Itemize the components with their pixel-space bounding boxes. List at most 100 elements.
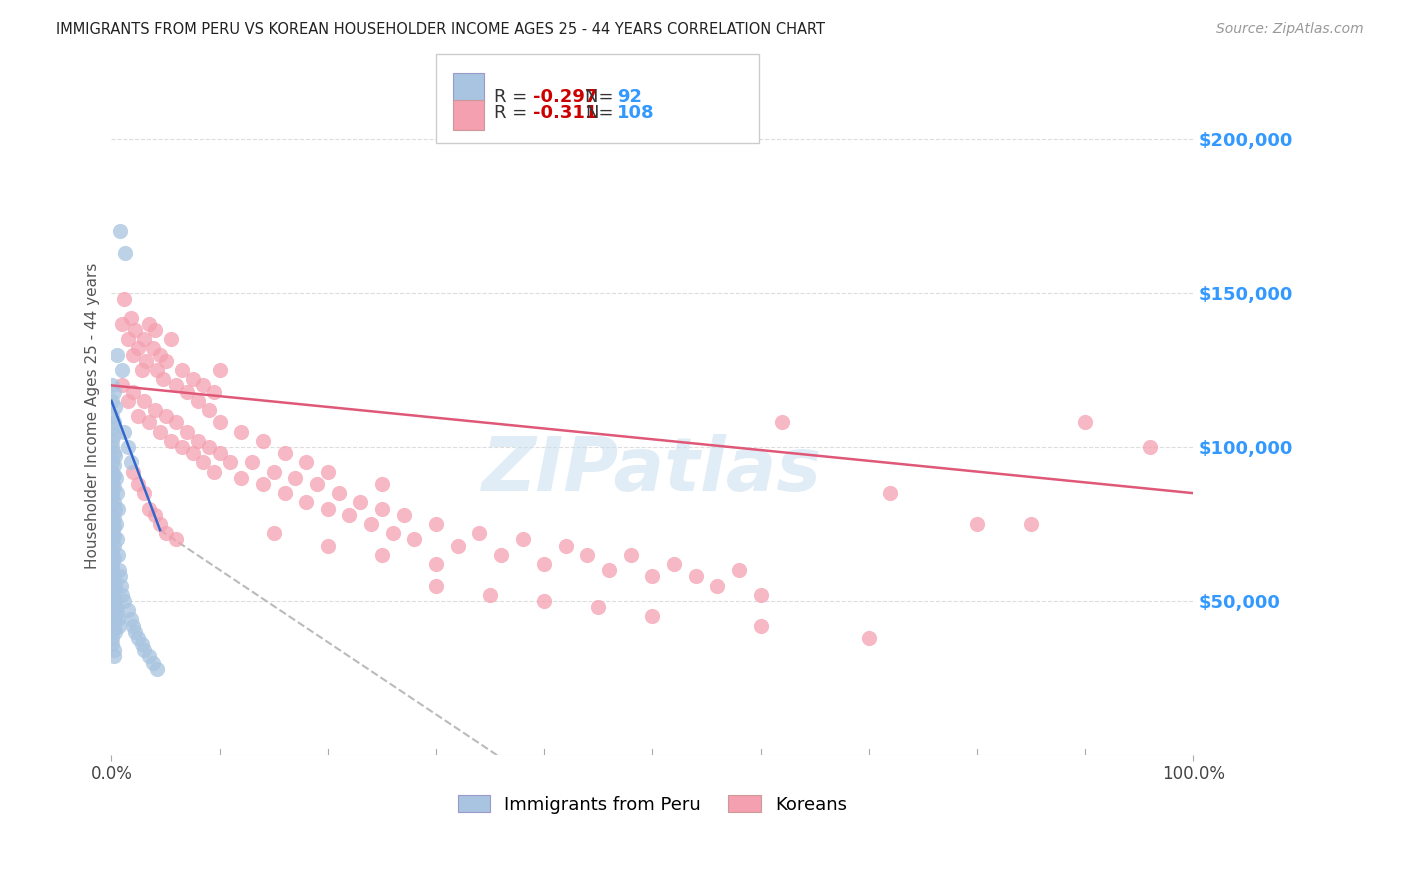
Point xyxy=(576,548,599,562)
Point xyxy=(202,465,225,479)
Point xyxy=(127,409,149,424)
Point xyxy=(103,600,125,615)
Point xyxy=(103,582,125,596)
Point xyxy=(101,421,124,435)
Point xyxy=(143,508,166,522)
Point xyxy=(858,631,880,645)
Point xyxy=(103,510,125,524)
Point xyxy=(101,578,124,592)
Text: N=: N= xyxy=(585,88,619,106)
Point xyxy=(101,499,124,513)
Point xyxy=(197,440,219,454)
Point xyxy=(554,539,576,553)
Point xyxy=(127,342,149,356)
Point xyxy=(104,449,127,463)
Point xyxy=(371,477,394,491)
Point xyxy=(770,415,793,429)
Point xyxy=(208,446,231,460)
Point xyxy=(101,541,124,556)
Text: 92: 92 xyxy=(617,88,643,106)
Point xyxy=(101,526,124,541)
Point xyxy=(240,455,263,469)
Point xyxy=(533,557,555,571)
Point xyxy=(170,363,193,377)
Point xyxy=(598,563,620,577)
Point xyxy=(103,539,125,553)
Point xyxy=(155,353,177,368)
Point xyxy=(117,440,139,454)
Point xyxy=(117,332,139,346)
Point xyxy=(1019,516,1042,531)
Point xyxy=(103,446,125,460)
Point xyxy=(127,631,149,645)
Point xyxy=(187,393,209,408)
Point xyxy=(101,563,124,577)
Point xyxy=(103,649,125,664)
Point xyxy=(155,526,177,541)
Point xyxy=(165,533,187,547)
Point xyxy=(101,477,124,491)
Point xyxy=(103,467,125,482)
Point xyxy=(103,415,125,429)
Point xyxy=(181,372,204,386)
Point xyxy=(114,246,136,260)
Point xyxy=(101,378,124,392)
Point xyxy=(104,471,127,485)
Point xyxy=(219,455,242,469)
Text: N=: N= xyxy=(585,104,613,122)
Point xyxy=(273,446,295,460)
Point xyxy=(316,501,339,516)
Point xyxy=(143,323,166,337)
Point xyxy=(108,618,131,632)
Point xyxy=(425,516,447,531)
Point xyxy=(231,425,253,439)
Point xyxy=(479,588,502,602)
Point xyxy=(231,471,253,485)
Point xyxy=(101,588,124,602)
Point xyxy=(103,529,125,543)
Y-axis label: Householder Income Ages 25 - 44 years: Householder Income Ages 25 - 44 years xyxy=(86,263,100,569)
Point xyxy=(131,637,153,651)
Point xyxy=(263,465,285,479)
Point xyxy=(103,622,125,636)
Point xyxy=(146,363,169,377)
Point xyxy=(111,363,134,377)
Point xyxy=(104,501,127,516)
Point xyxy=(107,548,129,562)
Point xyxy=(101,594,124,608)
Point xyxy=(120,455,142,469)
Point xyxy=(193,378,215,392)
Point xyxy=(104,600,127,615)
Point xyxy=(101,615,124,630)
Point xyxy=(111,588,134,602)
Point xyxy=(103,569,125,583)
Point xyxy=(104,624,127,639)
Point xyxy=(122,618,145,632)
Point xyxy=(120,310,142,325)
Point xyxy=(512,533,534,547)
Point xyxy=(152,372,174,386)
Point xyxy=(108,224,131,238)
Point xyxy=(107,612,129,626)
Point xyxy=(533,594,555,608)
Point xyxy=(103,550,125,565)
Point xyxy=(103,384,125,399)
Point xyxy=(101,609,124,624)
Point xyxy=(103,609,125,624)
Point xyxy=(101,486,124,500)
Point xyxy=(108,569,131,583)
Point xyxy=(284,471,307,485)
Point xyxy=(120,612,142,626)
Point xyxy=(749,618,772,632)
Point xyxy=(104,400,127,414)
Point xyxy=(1074,415,1097,429)
Text: IMMIGRANTS FROM PERU VS KOREAN HOUSEHOLDER INCOME AGES 25 - 44 YEARS CORRELATION: IMMIGRANTS FROM PERU VS KOREAN HOUSEHOLD… xyxy=(56,22,825,37)
Point xyxy=(117,393,139,408)
Point xyxy=(103,520,125,534)
Point xyxy=(101,455,124,469)
Point xyxy=(103,591,125,605)
Point xyxy=(135,353,157,368)
Point xyxy=(160,434,183,448)
Point xyxy=(122,465,145,479)
Point xyxy=(489,548,512,562)
